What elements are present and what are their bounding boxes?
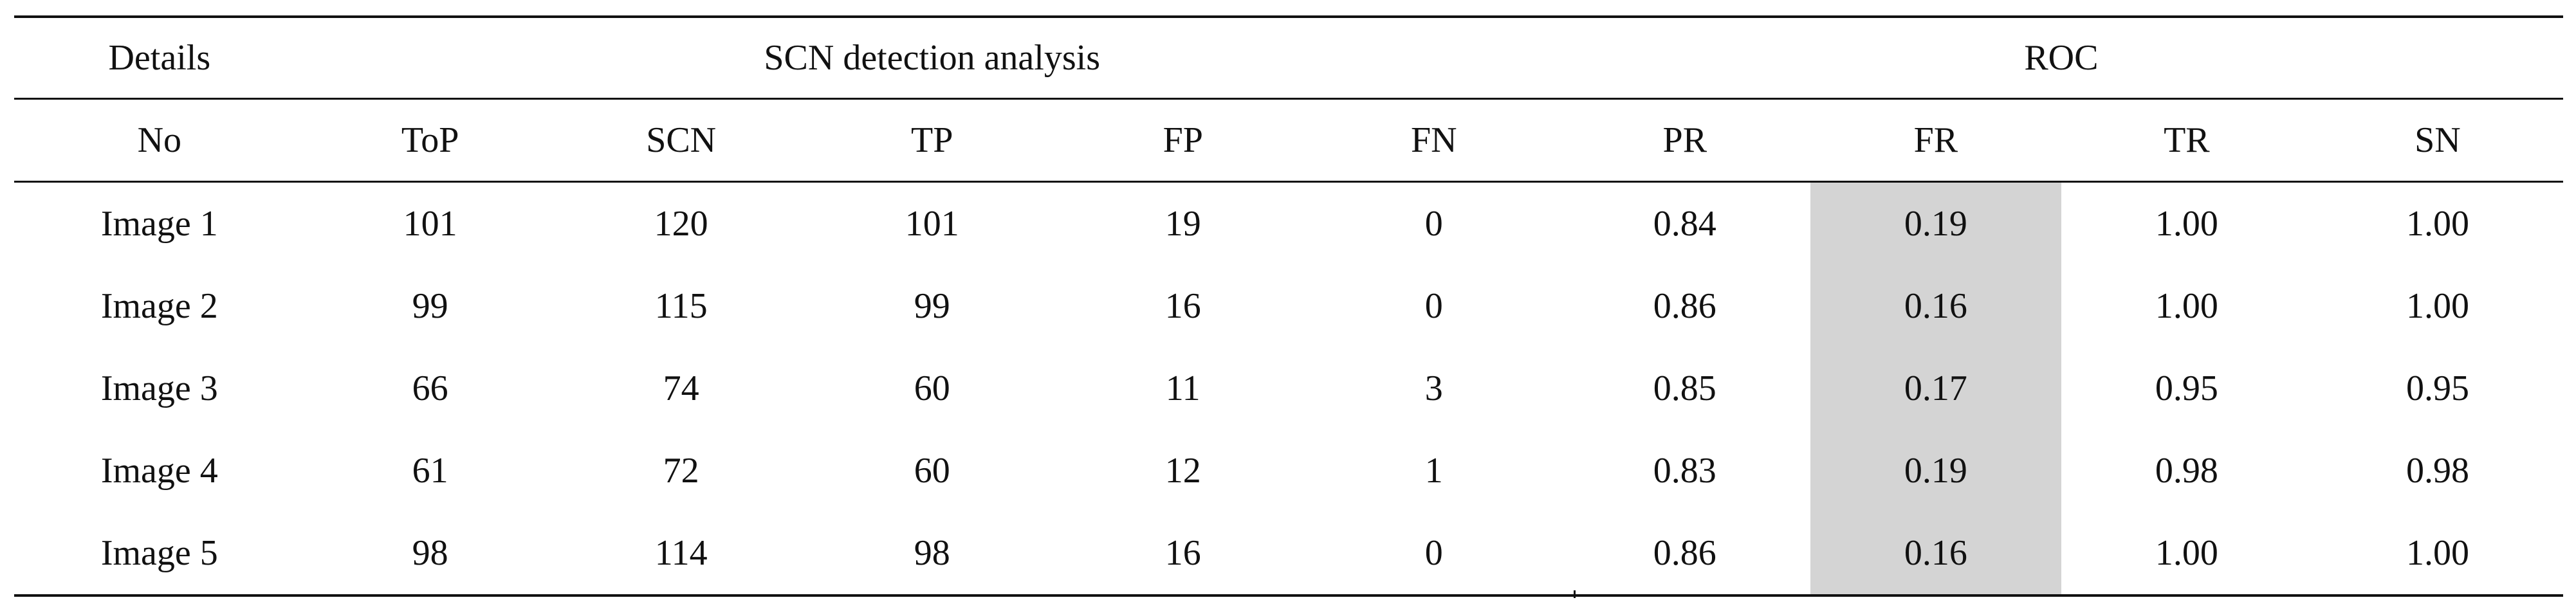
cell-sn: 1.00: [2406, 286, 2469, 326]
column-header-row: No ToP SCN TP FP FN PR FR TR SN: [14, 98, 2563, 183]
cell-fr-highlighted: 0.19: [1810, 430, 2061, 512]
table-row: Image 5 98 114 98 16 0 0.86 0.16 1.00 1.…: [14, 512, 2563, 597]
cell-fn: 0: [1308, 512, 1559, 597]
column-header-fn: FN: [1308, 98, 1559, 183]
column-header-tp: TP: [806, 98, 1058, 183]
column-header-scn: SCN: [555, 98, 807, 183]
cell-tr: 1.00: [2155, 286, 2218, 326]
cell-pr: 0.83: [1653, 451, 1716, 491]
column-header-fr: FR: [1810, 98, 2061, 183]
group-header-scn-detection-analysis: SCN detection analysis: [304, 15, 1559, 100]
column-header-no: No: [14, 98, 305, 183]
cell-image-label: Image 2: [100, 286, 218, 326]
cell-tr: 0.95: [2155, 368, 2218, 408]
cell-sn: 0.98: [2406, 451, 2469, 491]
column-header-pr: PR: [1559, 98, 1810, 183]
group-header-row: Details SCN detection analysis ROC: [14, 15, 2563, 100]
cell-fr-highlighted: 0.16: [1810, 265, 2061, 347]
cell-fp: 19: [1164, 204, 1201, 244]
table-row: Image 3 66 74 60 11 3 0.85 0.17 0.95 0.9…: [14, 347, 2563, 430]
group-header-details: Details: [14, 15, 305, 100]
cell-image-label: Image 4: [100, 451, 218, 491]
cell-scn: 115: [654, 286, 708, 326]
cell-fn: 0: [1424, 204, 1443, 244]
cell-pr: 0.84: [1653, 204, 1716, 244]
cell-tr: 1.00: [2155, 204, 2218, 244]
cell-pr: 0.85: [1653, 368, 1716, 408]
cell-tp: 99: [914, 286, 950, 326]
cell-tr: 1.00: [2061, 512, 2312, 597]
cell-scn: 72: [663, 451, 699, 491]
cell-image-label: Image 5: [14, 512, 305, 597]
cell-top: 66: [412, 368, 448, 408]
cell-fp: 16: [1164, 286, 1201, 326]
cell-fp: 16: [1057, 512, 1309, 597]
cell-sn: 0.95: [2406, 368, 2469, 408]
cell-fr-highlighted: 0.17: [1810, 347, 2061, 430]
bottom-rule-tick: [1574, 590, 1576, 598]
cell-top: 61: [412, 451, 448, 491]
cell-fp: 11: [1165, 368, 1201, 408]
column-header-sn: SN: [2312, 98, 2563, 183]
cell-pr: 0.86: [1559, 512, 1810, 597]
cell-tp: 60: [914, 368, 950, 408]
table-body: Image 1 101 120 101 19 0 0.84 0.19 1.00 …: [14, 181, 2563, 597]
table-row: Image 4 61 72 60 12 1 0.83 0.19 0.98 0.9…: [14, 430, 2563, 512]
cell-top: 99: [412, 286, 448, 326]
cell-scn: 120: [654, 204, 708, 244]
cell-scn: 114: [555, 512, 807, 597]
cell-tp: 98: [806, 512, 1058, 597]
cell-sn: 1.00: [2312, 512, 2563, 597]
column-header-tr: TR: [2061, 98, 2312, 183]
column-header-top: ToP: [304, 98, 556, 183]
table-row: Image 2 99 115 99 16 0 0.86 0.16 1.00 1.…: [14, 265, 2563, 347]
cell-tp: 60: [914, 451, 950, 491]
table-header: Details SCN detection analysis ROC No To…: [14, 15, 2563, 183]
table-row: Image 1 101 120 101 19 0 0.84 0.19 1.00 …: [14, 181, 2563, 265]
cell-top: 98: [304, 512, 556, 597]
cell-pr: 0.86: [1653, 286, 1716, 326]
cell-scn: 74: [663, 368, 699, 408]
cell-top: 101: [403, 204, 457, 244]
group-header-roc: ROC: [1559, 15, 2563, 100]
cell-fn: 0: [1424, 286, 1443, 326]
column-header-fp: FP: [1057, 98, 1309, 183]
results-table: Details SCN detection analysis ROC No To…: [14, 15, 2563, 597]
cell-fr-highlighted: 0.19: [1810, 181, 2061, 265]
cell-fn: 1: [1424, 451, 1443, 491]
cell-tp: 101: [905, 204, 959, 244]
cell-image-label: Image 3: [100, 368, 218, 408]
cell-sn: 1.00: [2406, 204, 2469, 244]
cell-image-label: Image 1: [100, 204, 218, 244]
cell-fp: 12: [1164, 451, 1201, 491]
cell-fn: 3: [1424, 368, 1443, 408]
cell-fr-highlighted: 0.16: [1810, 512, 2061, 597]
cell-tr: 0.98: [2155, 451, 2218, 491]
